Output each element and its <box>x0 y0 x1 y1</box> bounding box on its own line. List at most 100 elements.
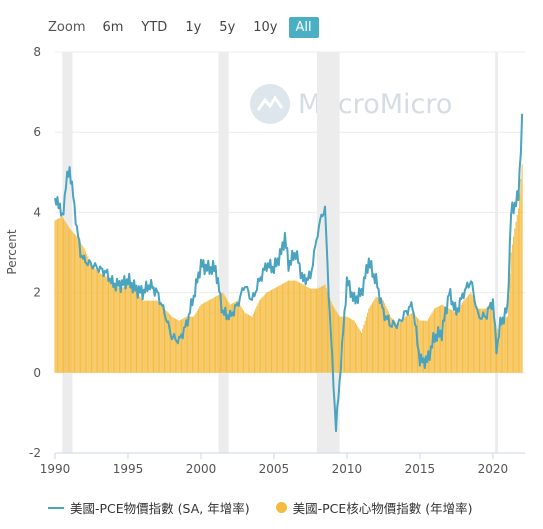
grid-lines <box>55 51 525 454</box>
core-pce-bar <box>492 300 494 373</box>
core-pce-bar <box>440 305 442 373</box>
core-pce-bar <box>58 218 60 373</box>
core-pce-bar <box>302 284 304 373</box>
core-pce-bar <box>363 324 365 373</box>
core-pce-bar <box>369 306 371 373</box>
core-pce-bar <box>275 287 277 373</box>
core-pce-bar <box>407 315 409 373</box>
core-pce-bar <box>104 275 106 373</box>
core-pce-bar <box>420 320 422 373</box>
core-pce-bar <box>160 304 162 373</box>
zoom-5y-button[interactable]: 5y <box>212 17 242 38</box>
core-pce-bar <box>73 233 75 373</box>
core-pce-bar <box>419 320 421 373</box>
zoom-1y-button[interactable]: 1y <box>178 17 208 38</box>
core-pce-bar <box>206 301 208 373</box>
core-pce-bar <box>343 316 345 373</box>
core-pce-bar <box>486 307 488 373</box>
core-pce-bar <box>201 303 203 373</box>
core-pce-bar <box>215 296 217 373</box>
core-pce-bar <box>454 311 456 373</box>
core-pce-bar <box>199 306 201 373</box>
core-pce-bar <box>460 304 462 373</box>
core-pce-bar <box>100 273 102 373</box>
core-pce-bar <box>395 322 397 373</box>
core-pce-bar <box>385 305 387 373</box>
core-pce-bar <box>106 277 108 373</box>
core-pce-bar <box>479 308 481 373</box>
core-pce-bar <box>131 286 133 373</box>
core-pce-bar <box>261 297 263 373</box>
zoom-all-button[interactable]: All <box>288 16 319 38</box>
core-pce-bar <box>412 312 414 373</box>
core-pce-bar <box>81 244 83 373</box>
core-pce-bar <box>517 208 519 373</box>
zoom-ytd-button[interactable]: YTD <box>134 17 174 38</box>
core-pce-bar <box>506 316 508 373</box>
core-pce-bar <box>289 280 291 373</box>
core-pce-bar <box>221 293 223 373</box>
core-pce-bar <box>183 317 185 373</box>
core-pce-bar <box>328 294 330 373</box>
core-pce-bar <box>196 310 198 373</box>
core-pce-bar <box>381 299 383 373</box>
core-pce-bar <box>273 288 275 373</box>
zoom-6m-button[interactable]: 6m <box>95 17 130 38</box>
core-pce-bar <box>99 273 101 373</box>
core-pce-bar <box>218 294 220 373</box>
core-pce-bar <box>368 308 370 373</box>
core-pce-bar <box>312 288 314 373</box>
core-pce-bar <box>470 292 472 373</box>
core-pce-bar <box>502 319 504 373</box>
core-pce-bar <box>126 285 128 373</box>
core-pce-bar <box>105 276 107 373</box>
core-pce-bar <box>329 297 331 373</box>
core-pce-bar <box>392 319 394 373</box>
core-pce-bar <box>236 300 238 373</box>
core-pce-bar <box>219 293 221 373</box>
core-pce-bar <box>424 320 426 373</box>
core-pce-bar <box>474 300 476 373</box>
core-pce-bar <box>406 315 408 373</box>
core-pce-bar <box>274 287 276 373</box>
core-pce-bar <box>222 292 224 373</box>
core-pce-bar <box>449 309 451 373</box>
core-pce-bar <box>437 306 439 373</box>
core-pce-bar <box>498 324 500 373</box>
core-pce-bar <box>295 280 297 373</box>
core-pce-bar <box>430 314 432 373</box>
core-pce-bar <box>94 268 96 373</box>
core-pce-bar <box>159 303 161 373</box>
core-pce-bar <box>285 281 287 373</box>
core-pce-bar <box>168 313 170 373</box>
core-pce-bar <box>229 304 231 373</box>
core-pce-bar <box>446 307 448 373</box>
core-pce-bar <box>185 316 187 373</box>
core-pce-bar <box>465 297 467 373</box>
core-pce-bar <box>491 301 493 373</box>
core-pce-bar <box>123 286 125 373</box>
core-pce-bar <box>243 310 245 373</box>
core-pce-bar <box>177 320 179 373</box>
core-pce-bar <box>521 164 523 373</box>
core-pce-bar <box>464 299 466 373</box>
core-pce-bar <box>75 235 77 373</box>
core-pce-bar <box>359 330 361 373</box>
legend: 美國-PCE物價指數 (SA, 年增率) 美國-PCE核心物價指數 (年增率) <box>48 498 472 517</box>
core-pce-bar <box>313 288 315 373</box>
core-pce-bar <box>92 265 94 373</box>
core-pce-bar <box>354 322 356 373</box>
legend-item-headline[interactable]: 美國-PCE物價指數 (SA, 年增率) <box>48 498 250 517</box>
y-tick-label-0: 0 <box>33 366 41 380</box>
core-pce-bar <box>277 286 279 373</box>
core-pce-bar <box>194 314 196 373</box>
zoom-10y-button[interactable]: 10y <box>246 17 284 38</box>
core-pce-bar <box>135 290 137 373</box>
legend-item-core[interactable]: 美國-PCE核心物價指數 (年增率) <box>275 498 472 517</box>
core-pce-bar <box>334 308 336 373</box>
core-pce-bar <box>459 306 461 373</box>
y-axis-label: Percent <box>5 229 19 274</box>
core-pce-bar <box>267 291 269 373</box>
core-pce-bar <box>71 231 73 373</box>
core-pce-bar <box>365 316 367 373</box>
